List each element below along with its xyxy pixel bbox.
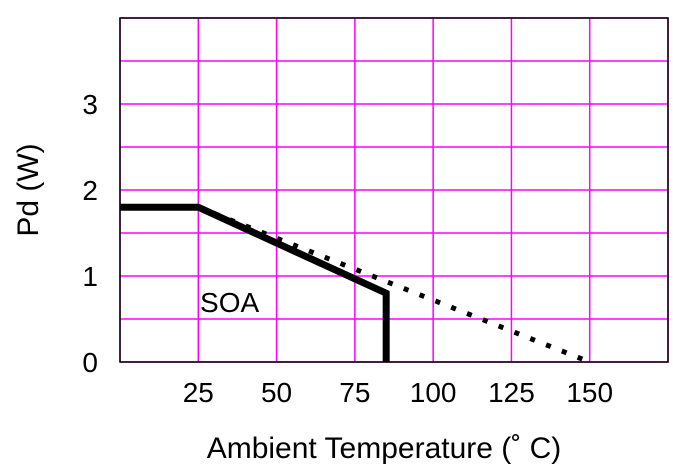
x-axis-label: Ambient Temperature (˚ C) xyxy=(207,432,562,465)
soa-annotation: SOA xyxy=(200,287,259,318)
series-layer xyxy=(120,203,591,365)
y-tick-label: 3 xyxy=(82,89,98,120)
plot-frame xyxy=(119,17,669,363)
y-tick-label: 0 xyxy=(82,347,98,378)
x-tick-label: 125 xyxy=(488,377,535,408)
derating-dotted-line xyxy=(197,204,591,365)
tick-labels: 25 50 75 100 125 150 0 1 2 3 xyxy=(82,89,613,408)
x-tick-label: 50 xyxy=(261,377,292,408)
x-tick-label: 100 xyxy=(410,377,457,408)
y-tick-label: 2 xyxy=(82,175,98,206)
x-tick-label: 75 xyxy=(339,377,370,408)
y-axis-label: Pd (W) xyxy=(12,143,45,236)
soa-boundary-line xyxy=(120,203,390,362)
annotations: SOA xyxy=(200,287,259,318)
y-tick-label: 1 xyxy=(82,261,98,292)
x-tick-label: 25 xyxy=(183,377,214,408)
x-tick-label: 150 xyxy=(566,377,613,408)
